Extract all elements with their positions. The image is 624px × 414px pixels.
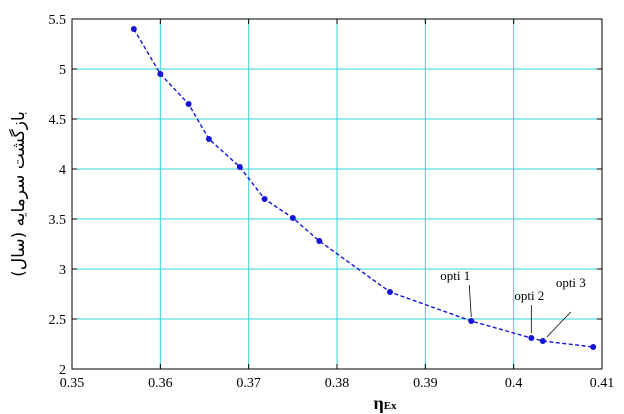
annotation-label: opti 2 [514,288,544,303]
annotation-leader-line [546,311,572,338]
data-point [236,164,243,170]
y-axis-label: بازگشت سرمایه (سال) [8,111,29,277]
data-point [185,101,192,107]
y-tick-label: 5 [59,63,66,78]
x-axis-label-subscript: Ex [384,400,397,412]
y-tick-label: 3.5 [49,213,67,228]
data-point [157,71,164,77]
y-tick-label: 2.5 [49,313,67,328]
y-tick-label: 3 [59,263,66,278]
annotation-label: opti 1 [440,268,470,283]
x-tick-label: 0.39 [413,376,438,391]
annotation-leader-line [468,284,472,318]
x-tick-label: 0.37 [236,376,261,391]
grid-lines [72,19,602,369]
y-tick-label: 4 [59,163,66,178]
data-point [387,289,393,295]
series-group [130,26,597,350]
y-tick-label: 2 [59,363,66,378]
annotations-group: opti 1 opti 2 opti 3 [440,268,586,338]
y-tick-label: 4.5 [49,113,67,128]
data-point [205,136,212,142]
x-tick-label: 0.38 [325,376,350,391]
x-tick-label: 0.35 [60,376,85,391]
data-point [261,196,268,202]
data-point [528,335,535,341]
data-point [316,238,323,244]
x-tick-label: 0.4 [505,376,523,391]
data-point [468,318,475,324]
x-axis-label-main: η [373,393,383,413]
annotation-label: opti 3 [556,275,586,290]
x-tick-label: 0.41 [590,376,615,391]
data-point [539,338,546,344]
axis-ticks: 0.35 0.36 0.37 0.38 0.39 0.4 0.41 2 2.5 3 3.5 4 4.5 5… [49,13,615,391]
x-tick-label: 0.36 [148,376,173,391]
y-tick-label: 5.5 [49,13,67,28]
data-point [289,215,296,221]
data-point [130,26,137,32]
data-point [590,344,597,350]
x-axis-label: ηEx [373,393,397,413]
